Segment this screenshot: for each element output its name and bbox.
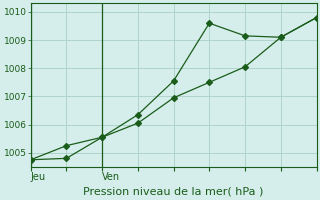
X-axis label: Pression niveau de la mer( hPa ): Pression niveau de la mer( hPa ) [84, 187, 264, 197]
